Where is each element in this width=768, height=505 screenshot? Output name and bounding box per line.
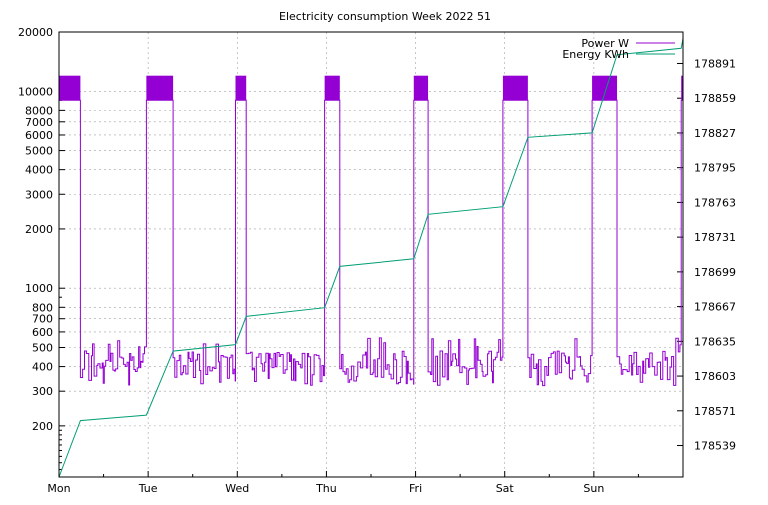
legend-label-energy: Energy KWh xyxy=(562,48,629,61)
y2-tick-label: 178539 xyxy=(694,440,736,453)
y2-tick-label: 178699 xyxy=(694,266,736,279)
power-peak-block xyxy=(59,75,81,101)
right-axis-ticks: 178539 178571 178603 178635 178667 178699 1787… xyxy=(677,57,736,453)
power-peak-block xyxy=(681,75,683,101)
y-tick-label: 600 xyxy=(32,326,53,339)
y2-tick-label: 178859 xyxy=(694,92,736,105)
y2-tick-label: 178667 xyxy=(694,301,736,314)
x-tick-label: Sat xyxy=(496,482,515,495)
x-tick-label: Fri xyxy=(409,482,422,495)
x-tick-label: Tue xyxy=(138,482,158,495)
energy-series-line xyxy=(58,38,684,478)
y-tick-label: 4000 xyxy=(25,164,53,177)
power-peak-block xyxy=(235,75,247,101)
power-series-line xyxy=(59,99,683,387)
y-tick-label: 700 xyxy=(32,313,53,326)
y-tick-label: 500 xyxy=(32,342,53,355)
y-tick-label: 300 xyxy=(32,385,53,398)
power-peak-block xyxy=(413,75,429,101)
y2-tick-label: 178891 xyxy=(694,57,736,70)
y-tick-label: 800 xyxy=(32,301,53,314)
y2-tick-label: 178795 xyxy=(694,162,736,175)
y-tick-label: 3000 xyxy=(25,188,53,201)
y-tick-label: 7000 xyxy=(25,116,53,129)
power-peak-block xyxy=(146,75,174,101)
x-tick-label: Mon xyxy=(47,482,70,495)
y-tick-label: 5000 xyxy=(25,145,53,158)
y-tick-label: 10000 xyxy=(18,85,53,98)
y-tick-label: 8000 xyxy=(25,104,53,117)
y2-tick-label: 178763 xyxy=(694,196,736,209)
y2-tick-label: 178827 xyxy=(694,127,736,140)
power-peak-block xyxy=(502,75,528,101)
y-tick-label: 200 xyxy=(32,420,53,433)
power-peak-block xyxy=(592,75,618,101)
y2-tick-label: 178571 xyxy=(694,405,736,418)
x-axis-ticks: Mon Tue Wed Thu Fri Sat Sun xyxy=(47,471,639,495)
power-peak-block xyxy=(324,75,340,101)
y2-tick-label: 178731 xyxy=(694,231,736,244)
chart-title: Electricity consumption Week 2022 51 xyxy=(279,10,491,23)
x-tick-label: Thu xyxy=(315,482,337,495)
legend: Power W Energy KWh xyxy=(562,37,675,61)
y2-tick-label: 178635 xyxy=(694,335,736,348)
y-tick-label: 400 xyxy=(32,361,53,374)
plot-frame xyxy=(58,31,684,478)
y2-tick-label: 178603 xyxy=(694,370,736,383)
legend-label-power: Power W xyxy=(581,37,629,50)
x-tick-label: Sun xyxy=(583,482,604,495)
series-layer xyxy=(58,38,684,478)
y-tick-label: 6000 xyxy=(25,129,53,142)
grid xyxy=(59,32,683,477)
y-tick-label: 20000 xyxy=(18,26,53,39)
y-tick-label: 1000 xyxy=(25,282,53,295)
x-tick-label: Wed xyxy=(225,482,249,495)
y-tick-label: 2000 xyxy=(25,223,53,236)
